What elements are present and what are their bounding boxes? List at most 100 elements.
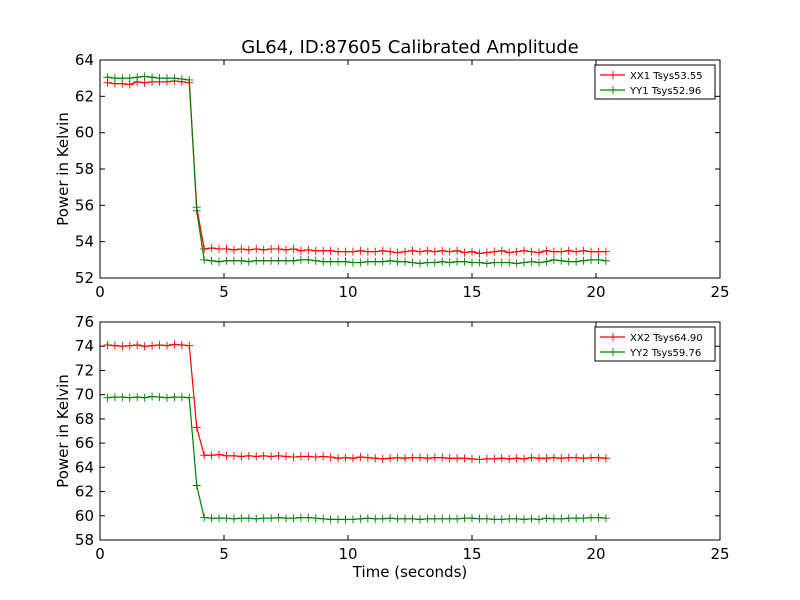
data-point xyxy=(125,74,134,83)
data-point xyxy=(200,451,209,460)
data-point xyxy=(326,453,335,462)
data-point xyxy=(207,451,216,460)
data-point xyxy=(572,247,581,256)
y-tick-label: 64 xyxy=(75,51,94,69)
data-point xyxy=(378,257,387,266)
data-point xyxy=(460,454,469,463)
data-point xyxy=(557,256,566,265)
data-point xyxy=(490,247,499,256)
legend-box xyxy=(594,64,716,100)
data-point xyxy=(601,247,610,256)
data-point xyxy=(274,451,283,460)
y-tick-label: 62 xyxy=(75,87,94,105)
data-point xyxy=(140,342,149,351)
data-point xyxy=(453,454,462,463)
data-point xyxy=(460,514,469,523)
data-point xyxy=(207,514,216,523)
data-point xyxy=(497,515,506,524)
y-axis-label: Power in Kelvin xyxy=(54,374,72,488)
data-point xyxy=(110,74,119,83)
data-point xyxy=(572,453,581,462)
y-tick-label: 72 xyxy=(75,361,94,379)
data-point xyxy=(289,244,298,253)
data-point xyxy=(326,515,335,524)
legend-label: XX1 Tsys53.55 xyxy=(630,71,703,82)
data-point xyxy=(587,247,596,256)
data-point xyxy=(386,256,395,265)
data-point xyxy=(341,453,350,462)
data-point xyxy=(371,257,380,266)
data-point xyxy=(215,450,224,459)
x-tick-label: 15 xyxy=(462,545,481,563)
data-point xyxy=(222,244,231,253)
data-point xyxy=(415,453,424,462)
data-point xyxy=(401,454,410,463)
y-tick-label: 66 xyxy=(75,434,94,452)
data-point xyxy=(386,247,395,256)
data-point xyxy=(482,454,491,463)
data-point xyxy=(296,255,305,264)
x-tick-label: 10 xyxy=(338,545,357,563)
data-point xyxy=(267,452,276,461)
data-point xyxy=(564,246,573,255)
data-point xyxy=(267,514,276,523)
data-point xyxy=(296,513,305,522)
x-tick-label: 25 xyxy=(710,283,729,301)
x-tick-label: 20 xyxy=(586,283,605,301)
data-point xyxy=(564,514,573,523)
data-point xyxy=(482,248,491,257)
x-tick-label: 25 xyxy=(710,545,729,563)
data-point xyxy=(386,514,395,523)
data-point xyxy=(170,340,179,349)
data-point xyxy=(490,515,499,524)
x-tick-label: 10 xyxy=(338,283,357,301)
data-point xyxy=(237,256,246,265)
data-point xyxy=(557,454,566,463)
data-point xyxy=(289,256,298,265)
data-point xyxy=(200,255,209,264)
data-point xyxy=(579,514,588,523)
data-point xyxy=(363,257,372,266)
data-point xyxy=(497,454,506,463)
axes-frame xyxy=(99,321,721,541)
data-point xyxy=(133,73,142,82)
data-point xyxy=(319,514,328,523)
data-point xyxy=(505,258,514,267)
data-point xyxy=(520,454,529,463)
data-point xyxy=(155,74,164,83)
data-point xyxy=(549,247,558,256)
data-point xyxy=(542,257,551,266)
data-point xyxy=(222,256,231,265)
data-point xyxy=(311,246,320,255)
data-point xyxy=(564,257,573,266)
x-tick-label: 0 xyxy=(95,283,105,301)
data-point xyxy=(430,453,439,462)
data-point xyxy=(520,258,529,267)
data-point xyxy=(192,423,201,432)
data-point xyxy=(252,244,261,253)
data-point xyxy=(148,392,157,401)
data-point xyxy=(527,514,536,523)
data-point xyxy=(259,256,268,265)
data-point xyxy=(192,206,201,215)
data-point xyxy=(185,341,194,350)
data-point xyxy=(460,257,469,266)
data-point xyxy=(334,515,343,524)
data-point xyxy=(557,247,566,256)
data-point xyxy=(319,246,328,255)
data-point xyxy=(438,257,447,266)
y-tick-label: 70 xyxy=(75,386,94,404)
data-point xyxy=(274,513,283,522)
data-point xyxy=(408,258,417,267)
y-tick-label: 60 xyxy=(75,507,94,525)
data-point xyxy=(415,247,424,256)
data-point xyxy=(110,341,119,350)
data-point xyxy=(222,514,231,523)
data-point xyxy=(222,451,231,460)
data-point xyxy=(542,454,551,463)
data-point xyxy=(252,452,261,461)
data-point xyxy=(468,514,476,523)
data-point xyxy=(549,514,558,523)
data-point xyxy=(200,244,209,253)
